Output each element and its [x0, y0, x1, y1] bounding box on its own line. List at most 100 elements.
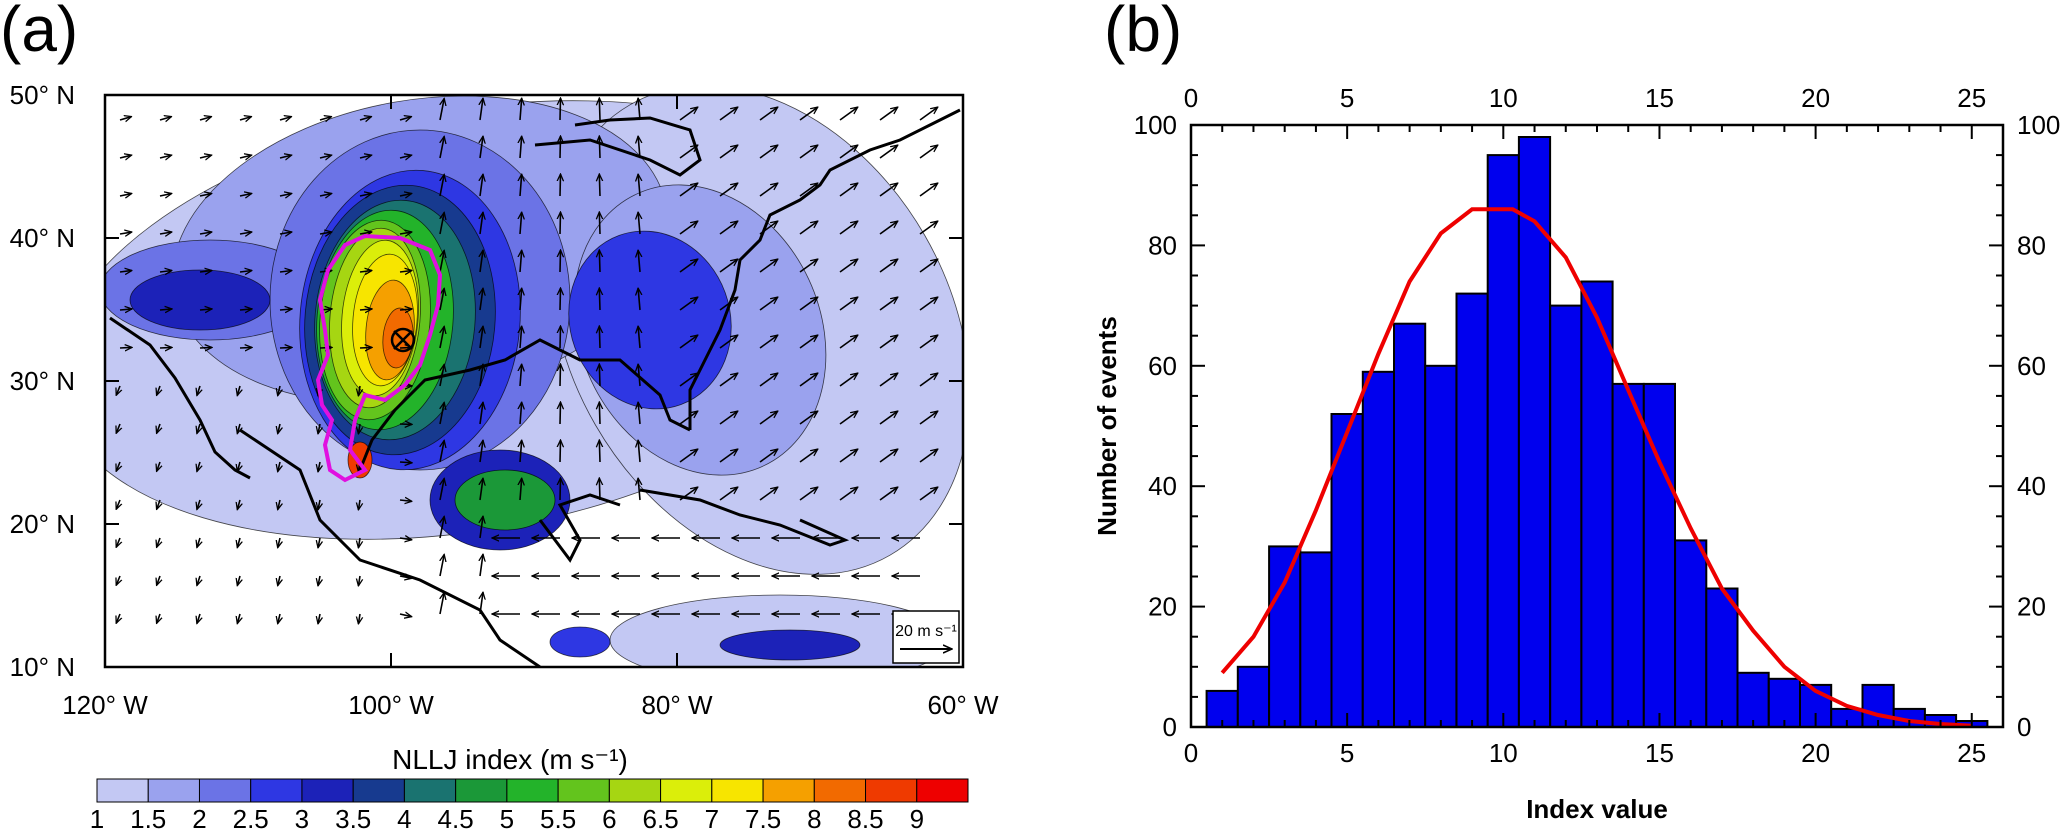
- wind-vector: [116, 613, 120, 623]
- wind-vector: [520, 326, 522, 349]
- wind-vector: [839, 259, 858, 273]
- wind-vector: [879, 297, 898, 311]
- wind-vector: [239, 194, 252, 197]
- wind-vector: [157, 461, 160, 471]
- wind-vector: [560, 212, 561, 235]
- vector-reference-label: 20 m s⁻¹: [895, 623, 957, 640]
- x-tick-label: 0: [1184, 738, 1198, 768]
- wind-vector: [237, 499, 240, 510]
- x-axis-title: Index value: [1526, 794, 1668, 824]
- histogram-bar: [1393, 322, 1427, 728]
- x-tick-label: 20: [1801, 738, 1830, 768]
- map-axis-labels: 120° W 100° W 80° W 60° W 50° N 40° N 30° N 20°…: [10, 80, 999, 720]
- wind-vector: [197, 423, 200, 434]
- wind-vector: [440, 516, 444, 539]
- wind-vector: [278, 385, 280, 396]
- colorbar-label: 8: [807, 804, 821, 830]
- wind-vector: [399, 462, 412, 463]
- colorbar: 1 1.5 2 2.5 3 3.5 4 4.5 5 5.5 6 6.5 7 7.5 8 8.5 9: [90, 778, 969, 830]
- x-tick-label: 15: [1645, 738, 1674, 768]
- contour-region: [129, 269, 271, 331]
- x-tick-label-top: 0: [1184, 83, 1198, 113]
- x-tick-label: 10: [1489, 738, 1518, 768]
- histogram-bar: [1268, 545, 1302, 729]
- wind-vector: [237, 613, 240, 624]
- wind-vector: [197, 537, 200, 548]
- wind-vector: [719, 411, 738, 425]
- wind-vector: [719, 183, 738, 197]
- wind-vector: [440, 554, 444, 577]
- histogram-bars: [1205, 136, 1989, 729]
- wind-vector: [759, 145, 778, 159]
- wind-vector: [879, 335, 898, 349]
- wind-vector: [239, 232, 252, 234]
- wind-vector: [638, 174, 640, 197]
- wind-vector: [239, 117, 252, 120]
- wind-vector: [919, 449, 938, 463]
- wind-vector: [440, 288, 444, 311]
- colorbar-label: 2: [192, 804, 206, 830]
- wind-vector: [599, 174, 600, 197]
- wind-vector: [560, 478, 561, 501]
- wind-vector: [239, 347, 252, 348]
- histogram-bar: [1455, 292, 1489, 728]
- wind-vector: [719, 259, 738, 273]
- wind-vector: [679, 487, 698, 501]
- wind-vector: [719, 297, 738, 311]
- wind-vector: [358, 537, 360, 548]
- panel-label-a: (a): [0, 0, 79, 65]
- nllj-contours: [105, 95, 963, 667]
- lon-tick-label: 80° W: [641, 690, 713, 720]
- wind-vector: [319, 117, 332, 120]
- colorbar-label: 5.5: [540, 804, 576, 830]
- wind-vector: [116, 499, 120, 509]
- wind-vector: [839, 297, 858, 311]
- wind-vector: [560, 174, 561, 197]
- wind-vector: [199, 117, 212, 120]
- wind-vector: [359, 232, 372, 234]
- wind-vector: [157, 385, 160, 395]
- wind-vector: [359, 271, 372, 273]
- wind-vector: [157, 423, 160, 433]
- wind-vector: [480, 212, 483, 235]
- wind-vector: [759, 183, 778, 197]
- wind-vector: [759, 487, 778, 501]
- wind-vector: [199, 347, 212, 348]
- wind-vector: [440, 402, 444, 425]
- wind-vector: [440, 174, 444, 197]
- wind-vector: [759, 335, 778, 349]
- wind-vector: [279, 155, 292, 158]
- histogram-bar: [1736, 671, 1770, 728]
- wind-vectors: [116, 98, 938, 624]
- wind-vector: [278, 575, 280, 586]
- wind-vector: [359, 194, 372, 197]
- wind-vector: [719, 145, 738, 159]
- wind-vector: [599, 288, 600, 311]
- colorbar-label: 3: [295, 804, 309, 830]
- fit-curve: [1220, 207, 1972, 728]
- wind-vector: [638, 364, 640, 387]
- wind-vector: [440, 136, 444, 159]
- wind-vector: [879, 373, 898, 387]
- wind-vector: [440, 478, 444, 501]
- wind-vector: [879, 145, 898, 159]
- wind-vector: [480, 554, 483, 577]
- wind-vector: [759, 107, 778, 121]
- wind-vector: [399, 117, 412, 120]
- wind-vector: [520, 402, 522, 425]
- wind-vector: [318, 575, 320, 586]
- x-tick-label-top: 15: [1645, 83, 1674, 113]
- wind-vector: [116, 385, 120, 395]
- histogram-bar: [1486, 154, 1520, 729]
- wind-vector: [919, 335, 938, 349]
- wind-vector: [480, 402, 483, 425]
- colorbar-label: 5: [500, 804, 514, 830]
- histogram-bar: [1767, 677, 1802, 728]
- wind-vector: [440, 592, 444, 615]
- histogram-bar: [1674, 539, 1708, 729]
- wind-vector: [879, 449, 898, 463]
- wind-vector: [719, 335, 738, 349]
- wind-vector: [480, 364, 483, 387]
